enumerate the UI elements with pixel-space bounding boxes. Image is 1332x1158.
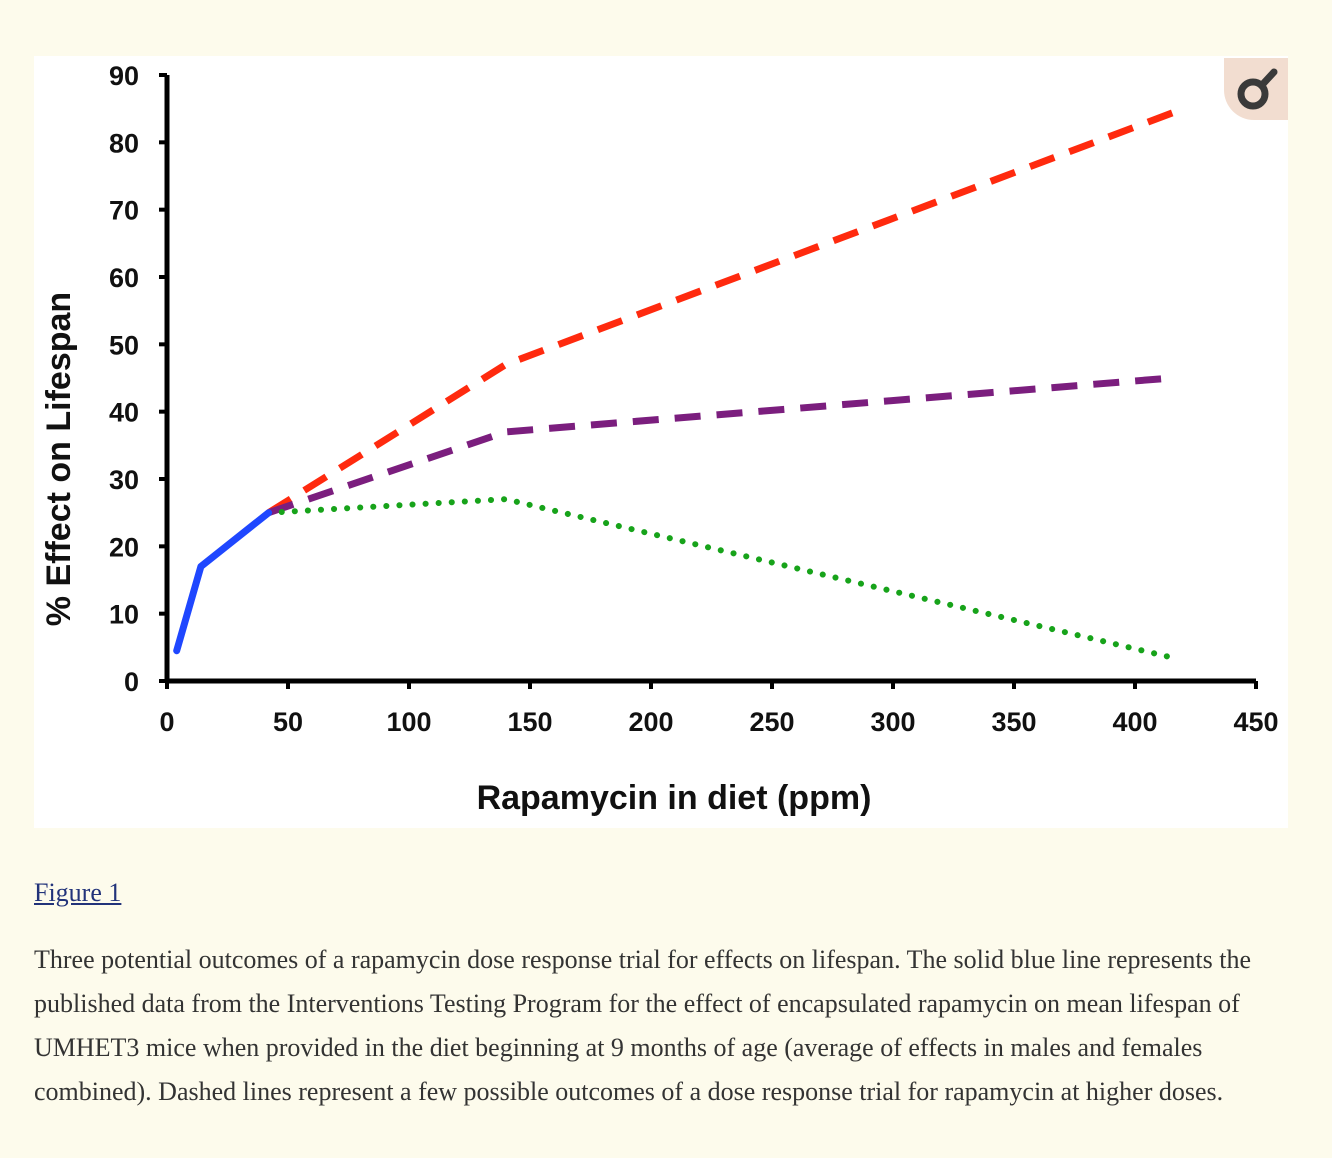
y-tick-label: 50 (109, 330, 139, 360)
zoom-button[interactable] (1224, 58, 1288, 120)
x-axis-title: Rapamycin in diet (ppm) (477, 779, 872, 817)
x-tick-label: 450 (1233, 707, 1278, 737)
figure-link[interactable]: Figure 1 (34, 878, 122, 907)
series-line-2 (267, 374, 1172, 517)
ticks: 0 50 100 150 200 250 300 350 400 450 0 10 20 30 40 50 60… (109, 61, 1279, 737)
x-tick-label: 200 (628, 707, 673, 737)
figure-panel: 0 50 100 150 200 250 300 350 400 450 0 10 20 30 40 50 60… (34, 56, 1288, 828)
y-axis-title: % Effect on Lifespan (40, 292, 78, 626)
x-tick-label: 400 (1112, 707, 1157, 737)
y-tick-label: 0 (124, 667, 139, 697)
series-line-1 (266, 105, 1185, 516)
x-tick-label: 0 (159, 707, 174, 737)
series-line-4 (173, 509, 273, 655)
x-tick-label: 50 (273, 707, 303, 737)
y-tick-label: 70 (109, 196, 139, 226)
x-tick-label: 300 (870, 707, 915, 737)
x-tick-label: 250 (749, 707, 794, 737)
chart: 0 50 100 150 200 250 300 350 400 450 0 10 20 30 40 50 60… (40, 61, 1279, 817)
y-tick-label: 10 (109, 600, 139, 630)
x-tick-label: 100 (386, 707, 431, 737)
axes (164, 75, 1256, 684)
y-tick-label: 80 (109, 128, 139, 158)
magnifier-icon (1237, 68, 1278, 110)
series-line-3 (265, 496, 1175, 661)
y-tick-label: 60 (109, 263, 139, 293)
x-tick-label: 350 (991, 707, 1036, 737)
y-tick-label: 90 (109, 61, 139, 91)
y-tick-label: 30 (109, 465, 139, 495)
y-tick-label: 40 (109, 398, 139, 428)
x-tick-label: 150 (507, 707, 552, 737)
series-group (173, 105, 1185, 661)
figure-caption: Three potential outcomes of a rapamycin … (34, 945, 1252, 1106)
y-tick-label: 20 (109, 532, 139, 562)
